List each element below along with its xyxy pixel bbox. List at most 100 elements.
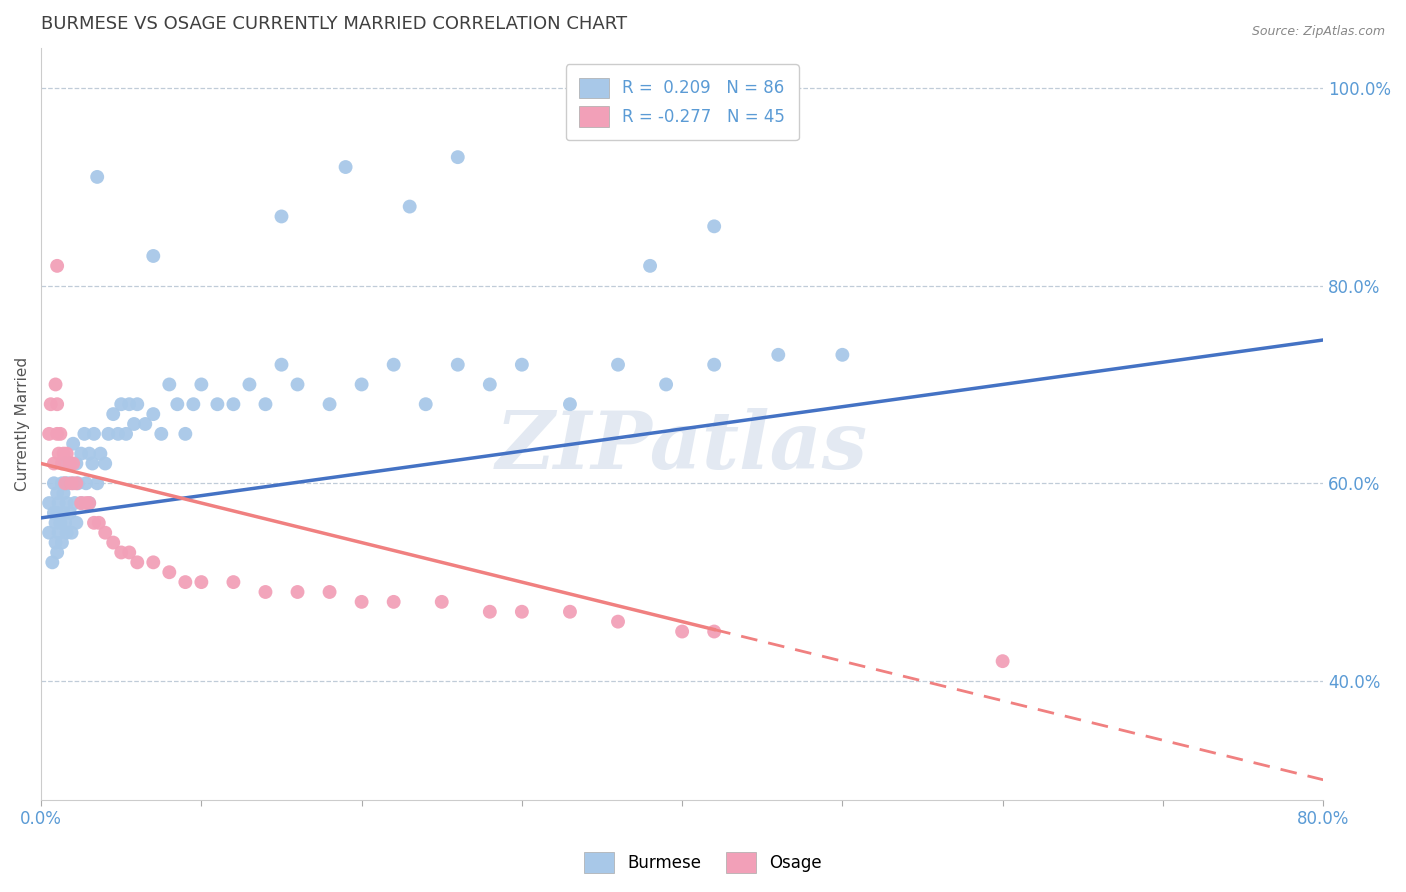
Point [65,476,87,491]
Point [157,377,180,392]
Point [150,426,173,441]
Point [607,615,630,629]
Point [134,417,156,431]
Point [103,535,125,549]
Point [59,457,82,471]
Point [122,417,145,431]
Point [97,426,120,441]
Point [49,516,72,530]
Point [41,555,63,569]
Point [46,545,69,559]
Legend: Burmese, Osage: Burmese, Osage [578,846,828,880]
Point [94,525,117,540]
Point [59,506,82,520]
Point [38,426,60,441]
Point [174,426,197,441]
Point [66,476,89,491]
Point [51,457,73,471]
Point [77,496,100,510]
Point [478,377,501,392]
Point [142,249,165,263]
Point [42,476,65,491]
Point [53,476,76,491]
Point [350,595,373,609]
Point [142,407,165,421]
Point [58,476,80,491]
Point [62,457,84,471]
Point [39,397,62,411]
Point [127,555,149,569]
Point [270,358,292,372]
Point [77,447,100,461]
Point [44,377,66,392]
Point [52,506,75,520]
Point [46,486,69,500]
Point [70,496,93,510]
Point [94,457,117,471]
Point [768,348,790,362]
Point [60,476,83,491]
Point [48,447,70,461]
Point [53,476,76,491]
Point [53,516,76,530]
Point [607,358,630,372]
Point [82,457,104,471]
Point [49,426,72,441]
Point [77,496,100,510]
Point [73,426,96,441]
Point [55,447,77,461]
Point [831,348,853,362]
Point [89,447,111,461]
Point [142,555,165,569]
Point [238,377,260,392]
Text: BURMESE VS OSAGE CURRENTLY MARRIED CORRELATION CHART: BURMESE VS OSAGE CURRENTLY MARRIED CORRE… [41,15,627,33]
Point [38,496,60,510]
Point [42,457,65,471]
Point [638,259,661,273]
Point [75,476,97,491]
Point [83,426,105,441]
Point [510,605,533,619]
Point [183,397,205,411]
Point [63,496,86,510]
Point [59,457,82,471]
Text: ZIPatlas: ZIPatlas [496,408,868,485]
Point [46,259,69,273]
Point [318,585,340,599]
Point [115,426,138,441]
Point [87,516,110,530]
Point [52,447,75,461]
Point [254,585,277,599]
Point [51,535,73,549]
Point [447,358,470,372]
Point [110,545,132,559]
Y-axis label: Currently Married: Currently Married [15,357,30,491]
Point [44,516,66,530]
Point [270,210,292,224]
Point [166,397,188,411]
Point [703,219,725,234]
Point [415,397,437,411]
Point [48,525,70,540]
Point [447,150,470,164]
Point [52,486,75,500]
Point [48,496,70,510]
Point [55,496,77,510]
Point [190,377,212,392]
Point [103,407,125,421]
Point [382,595,405,609]
Point [51,476,73,491]
Point [70,496,93,510]
Point [222,575,245,590]
Point [398,200,420,214]
Point [65,516,87,530]
Point [53,457,76,471]
Point [62,476,84,491]
Point [174,575,197,590]
Point [318,397,340,411]
Point [430,595,453,609]
Point [287,377,309,392]
Point [703,358,725,372]
Point [60,525,83,540]
Point [75,496,97,510]
